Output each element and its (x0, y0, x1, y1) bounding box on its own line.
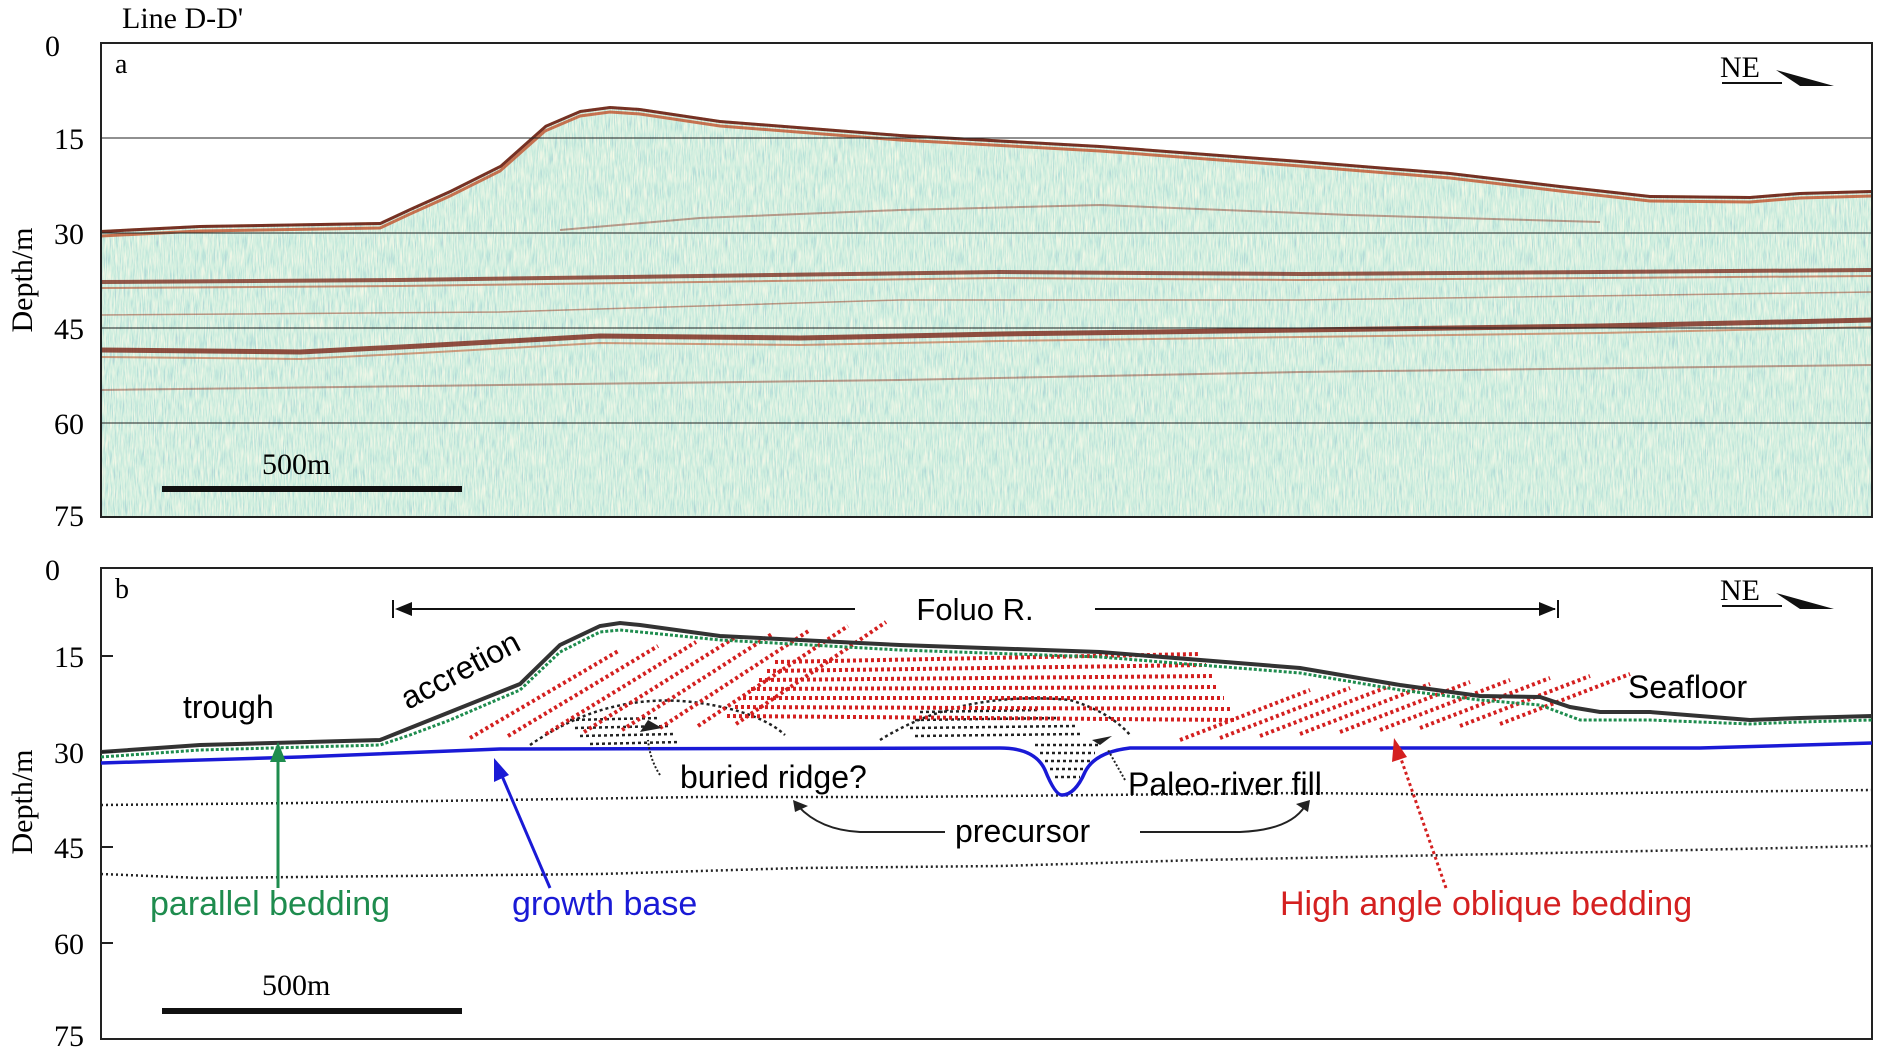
scale-bar-a: 500m (162, 448, 462, 492)
river-label: Foluo R. (916, 592, 1033, 627)
parallel-bedding-line (100, 628, 1873, 759)
panel-a-label: a (115, 49, 128, 80)
oblique-bedding-stroke (506, 644, 660, 738)
oblique-bedding-stroke (1419, 676, 1551, 730)
precursor-label: precursor (955, 813, 1091, 849)
tick-15: 15 (54, 123, 84, 156)
tick-30: 30 (54, 218, 84, 251)
panel-b-frame (100, 567, 1873, 1040)
oblique-bedding-stroke (1499, 672, 1631, 726)
oblique-bedding-stroke (734, 705, 1231, 711)
depth-axis-b: 0 15 30 45 60 75 Depth/m (6, 554, 113, 1052)
ne-arrow-a: NE (1720, 51, 1834, 86)
tick-45: 45 (54, 313, 84, 346)
tick-60-b: 60 (54, 928, 84, 961)
tick-75-b: 75 (54, 1020, 84, 1052)
paleo-river-label: Paleo-river fill (1128, 766, 1322, 802)
oblique-bedding-stroke (1459, 674, 1591, 728)
oblique-bedding-stroke (1219, 686, 1351, 740)
line-title: Line D-D' (122, 2, 243, 35)
seafloor-label: Seafloor (1628, 669, 1748, 705)
tick-45-b: 45 (54, 832, 84, 865)
tick-15-b: 15 (54, 641, 84, 674)
tick-0-b: 0 (45, 554, 60, 587)
oblique-bedding-stroke (766, 663, 1207, 673)
panel-a-frame (100, 42, 1873, 518)
oblique-bedding-stroke (544, 640, 698, 736)
river-span: Foluo R. (392, 592, 1559, 627)
depth-axis-label-a: Depth/m (6, 228, 39, 333)
annotation-arrows (270, 720, 1448, 889)
parallel-bedding-label: parallel bedding (150, 885, 390, 923)
seafloor-line (100, 620, 1873, 754)
growth-base-line (100, 741, 1873, 797)
panel-b: b NE Foluo R. (100, 567, 1873, 1040)
high-angle-label: High angle oblique bedding (1280, 885, 1692, 923)
panel-b-label: b (115, 574, 129, 605)
oblique-bedding-stroke (1259, 684, 1391, 738)
ne-label-b: NE (1720, 574, 1760, 607)
direction-arrow-icon (1776, 593, 1834, 609)
trough-label: trough (183, 689, 274, 725)
scale-label-b: 500m (262, 969, 330, 1002)
tick-75: 75 (54, 500, 84, 533)
depth-axis-label-b: Depth/m (6, 750, 39, 855)
scale-label-a: 500m (262, 448, 330, 481)
tick-60: 60 (54, 408, 84, 441)
buried-ridge-label: buried ridge? (680, 759, 867, 795)
paleo-river-fill (1035, 743, 1100, 779)
ne-label-a: NE (1720, 51, 1760, 84)
growth-base-label: growth base (512, 885, 697, 923)
tick-0: 0 (45, 30, 60, 63)
oblique-bedding-stroke (1379, 678, 1511, 732)
depth-axis-a: 0 15 30 45 60 75 Depth/m (6, 30, 84, 533)
oblique-bedding-stroke (1179, 688, 1311, 742)
oblique-bedding-stroke (468, 648, 622, 740)
scale-bar-b: 500m (162, 969, 462, 1014)
oblique-bedding-stroke (726, 714, 1237, 722)
ne-arrow-b: NE (1720, 574, 1834, 609)
panel-a: a NE 500m (100, 42, 1873, 518)
tick-30-b: 30 (54, 737, 84, 770)
direction-arrow-icon (1776, 70, 1834, 86)
